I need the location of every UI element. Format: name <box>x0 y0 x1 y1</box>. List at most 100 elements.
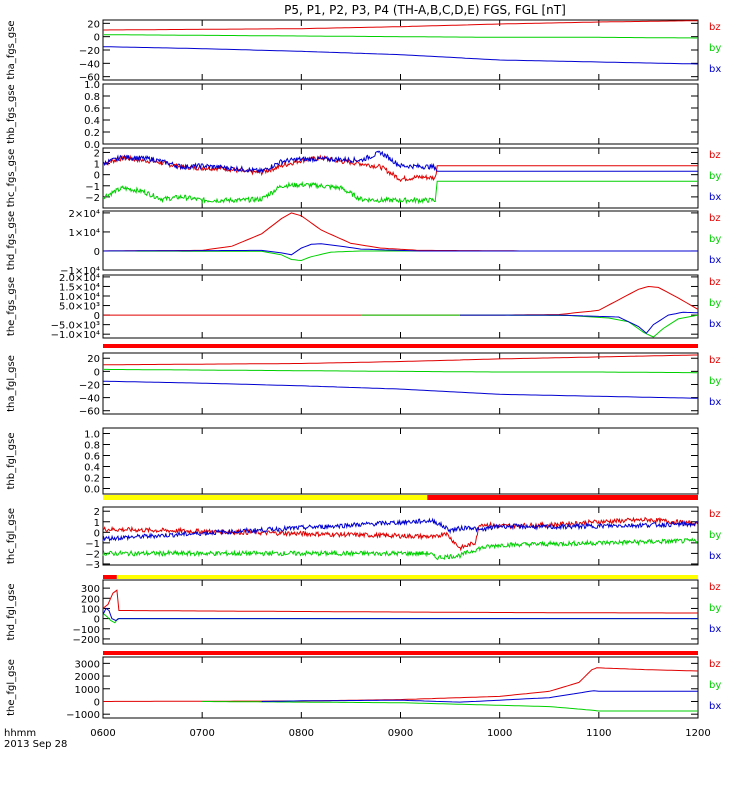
y-tick-label: 0 <box>94 311 100 322</box>
series-line-bx <box>102 380 699 399</box>
y-tick-label: 0.4 <box>84 116 100 127</box>
chart-title: P5, P1, P2, P3, P4 (TH-A,B,C,D,E) FGS, F… <box>284 3 566 17</box>
panel-the_fgs_gse: 2.0×10⁴1.5×10⁴1.0×10⁴5.0×10³0−5.0×10³−1.… <box>6 273 721 341</box>
panel-frame <box>102 210 699 271</box>
y-tick-label: 300 <box>81 584 100 595</box>
x-tick-label: 1200 <box>685 728 710 739</box>
series-line-by <box>102 180 698 205</box>
legend-bx: bx <box>709 192 721 203</box>
legend-bx: bx <box>709 319 721 330</box>
status-bar-segment <box>116 575 699 579</box>
y-tick-label: −200 <box>73 635 100 646</box>
y-tick-label: −2 <box>85 549 100 560</box>
y-tick-label: 0.6 <box>84 452 100 463</box>
y-tick-label: 100 <box>81 604 100 615</box>
y-tick-label: 0 <box>94 528 100 539</box>
series-line-bx <box>261 690 698 703</box>
y-tick-label: 2 <box>94 148 100 159</box>
x-tick-label: 1000 <box>487 728 512 739</box>
legend-bx: bx <box>709 64 721 75</box>
y-tick-label: −60 <box>79 407 100 418</box>
y-axis-label: thd_fgl_gse <box>6 584 17 641</box>
y-tick-label: 5.0×10³ <box>59 302 100 313</box>
y-tick-label: −20 <box>79 380 100 391</box>
series-line-bx <box>103 243 698 256</box>
status-bar-segment <box>427 495 698 500</box>
y-axis-label: thb_fgl_gse <box>6 433 17 490</box>
y-tick-label: 1.0 <box>84 80 100 91</box>
series-line-by <box>202 701 698 712</box>
panel-frame <box>102 656 699 719</box>
legend-bz: bz <box>709 582 721 593</box>
y-tick-label: 0.4 <box>84 463 100 474</box>
series-line-bz <box>103 667 699 702</box>
y-tick-label: 0.8 <box>84 92 100 103</box>
series-line-bz <box>103 285 699 316</box>
y-axis-label: tha_fgs_gse <box>6 20 17 79</box>
panel-thb_fgl_gse: 1.00.80.60.40.20.0 thb_fgl_gse <box>6 427 699 496</box>
y-tick-label: −1 <box>85 539 100 550</box>
y-tick-label: 3000 <box>75 659 100 670</box>
y-tick-label: −1.0×10⁴ <box>51 330 100 341</box>
y-tick-label: −2 <box>85 193 100 204</box>
legend-bz: bz <box>709 277 721 288</box>
status-bar-segment <box>103 575 117 579</box>
y-axis-label: thc_fgl_gse <box>6 508 17 564</box>
series-line-bz <box>102 154 698 183</box>
y-tick-label: 2000 <box>75 672 100 683</box>
y-tick-label: 1.5×10⁴ <box>59 282 100 293</box>
x-tick-label: 0700 <box>189 728 214 739</box>
legend-by: by <box>709 376 721 387</box>
y-tick-label: −100 <box>73 625 100 636</box>
y-tick-label: 0.6 <box>84 104 100 115</box>
y-axis-label: the_fgs_gse <box>6 277 17 336</box>
series-line-bx <box>102 607 698 622</box>
y-tick-label: 1 <box>94 518 100 529</box>
x-tick-label: 0800 <box>289 728 314 739</box>
y-tick-label: 1000 <box>75 685 100 696</box>
series-line-bx <box>102 150 698 175</box>
series-line-by <box>102 537 699 561</box>
legend-bz: bz <box>709 22 721 33</box>
panel-thb_fgs_gse: 1.00.80.60.40.20.0 thb_fgs_gse <box>6 80 699 151</box>
legend-by: by <box>709 603 721 614</box>
date-label: 2013 Sep 28 <box>4 739 67 750</box>
series-line-by <box>103 250 698 262</box>
series-line-bz <box>102 516 699 552</box>
y-tick-label: 1.0×10⁴ <box>59 292 100 303</box>
legend-bz: bz <box>709 213 721 224</box>
legend-by: by <box>709 171 721 182</box>
y-tick-label: 0 <box>94 33 100 44</box>
legend-by: by <box>709 43 721 54</box>
y-tick-label: 0.2 <box>84 474 100 485</box>
legend-by: by <box>709 234 721 245</box>
y-tick-label: 0.8 <box>84 441 100 452</box>
legend-bx: bx <box>709 701 721 712</box>
x-tick-label: 0600 <box>90 728 115 739</box>
status-bar-segment <box>103 651 698 655</box>
y-tick-label: 2.0×10⁴ <box>59 273 100 284</box>
legend-bx: bx <box>709 397 721 408</box>
y-tick-label: 2×10⁴ <box>69 209 100 220</box>
legend-bz: bz <box>709 355 721 366</box>
legend-bz: bz <box>709 659 721 670</box>
y-axis-label: tha_fgl_gse <box>6 355 17 412</box>
y-tick-label: 0 <box>94 171 100 182</box>
panel-thd_fgs_gse: 2×10⁴ 1×10⁴ 0 −1×10⁴ thd_fgs_gse bz by bx <box>6 209 721 277</box>
panel-frame <box>102 352 699 415</box>
y-tick-label: 1×10⁴ <box>69 228 100 239</box>
y-tick-label: 0.2 <box>84 128 100 139</box>
y-tick-label: −5.0×10³ <box>51 321 100 332</box>
series-line-bz <box>103 354 698 366</box>
legend-by: by <box>709 298 721 309</box>
y-tick-label: −40 <box>79 394 100 405</box>
x-tick-label: 0900 <box>388 728 413 739</box>
y-tick-label: −60 <box>79 73 100 84</box>
y-tick-label: 1 <box>94 160 100 171</box>
y-tick-label: 0.0 <box>84 140 100 151</box>
status-bar-segment <box>103 495 428 500</box>
